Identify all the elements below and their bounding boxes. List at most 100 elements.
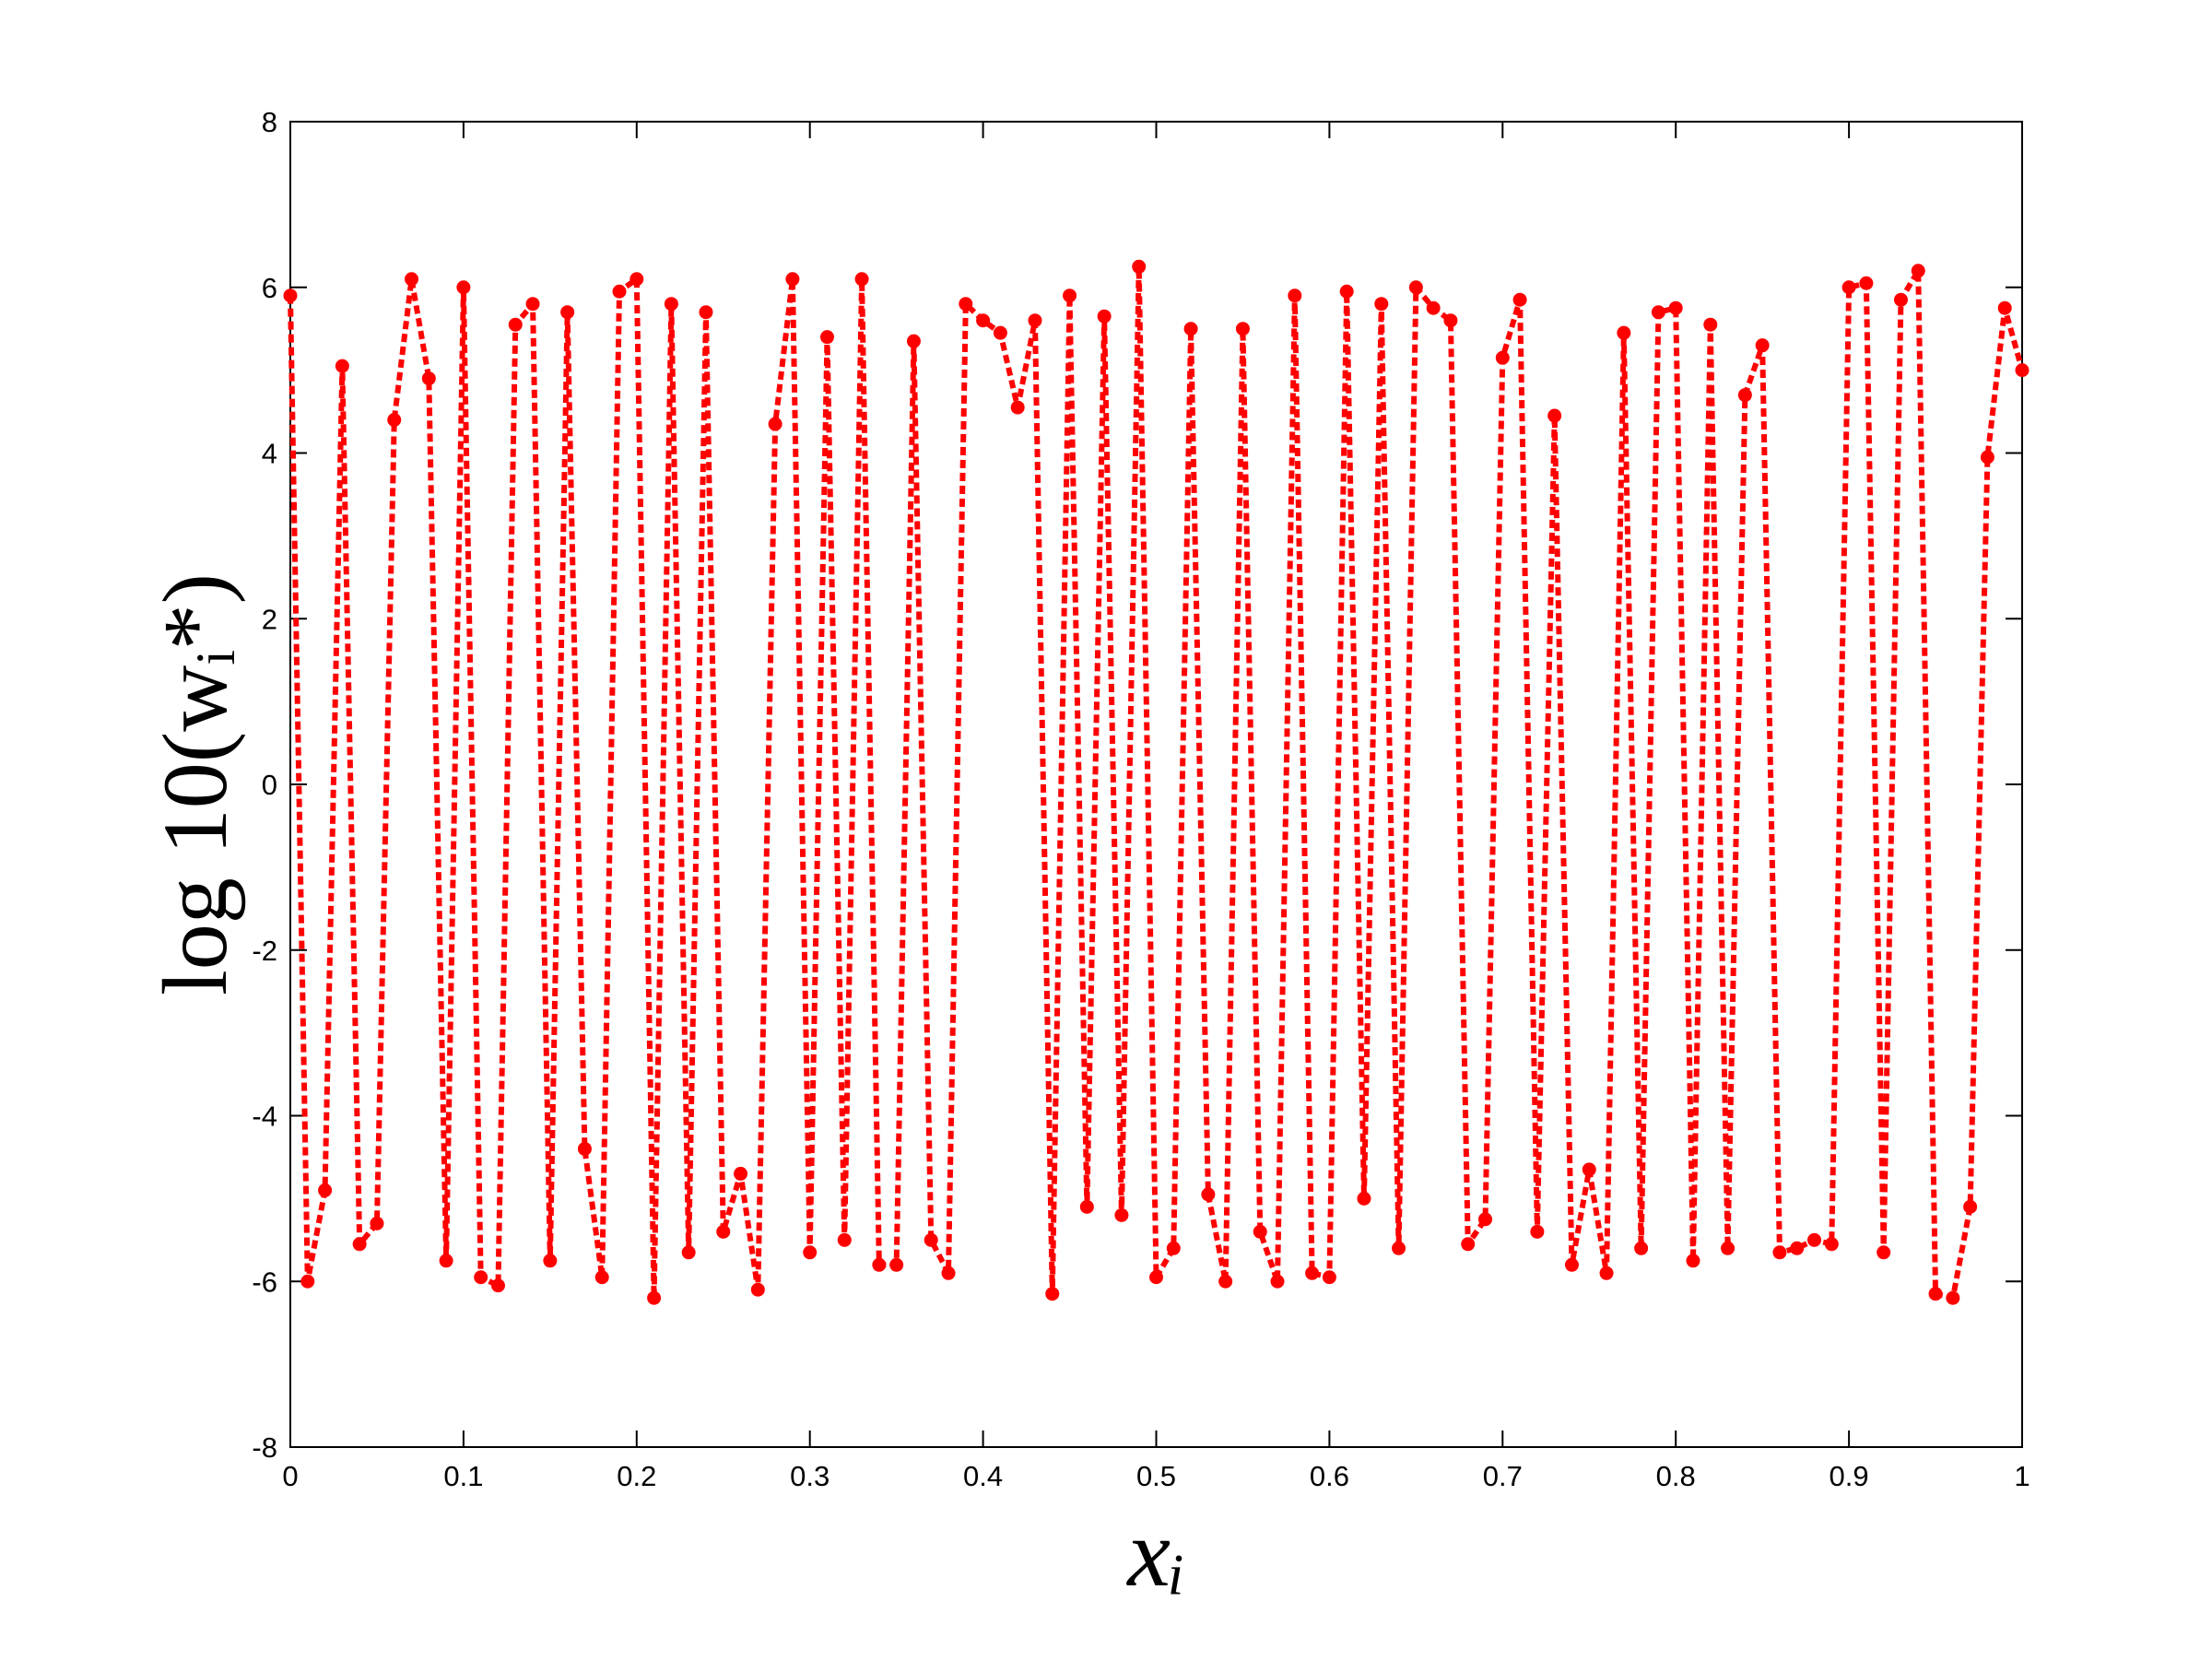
- data-point: [1392, 1241, 1406, 1255]
- y-axis-label: log 10(wᵢ*): [144, 573, 246, 995]
- data-point: [456, 280, 471, 295]
- data-point: [1288, 288, 1302, 303]
- data-point: [1166, 1241, 1181, 1255]
- data-point: [1305, 1266, 1320, 1280]
- data-point: [716, 1224, 731, 1239]
- data-point: [1132, 259, 1147, 274]
- data-point: [976, 313, 991, 328]
- data-point: [283, 288, 298, 303]
- data-point: [318, 1183, 333, 1197]
- data-point: [2015, 363, 2030, 378]
- data-point: [1772, 1245, 1787, 1260]
- data-point: [1357, 1191, 1371, 1206]
- data-point: [1997, 300, 2012, 315]
- data-point: [1703, 317, 1718, 332]
- data-point: [1408, 280, 1423, 295]
- data-point: [335, 359, 349, 373]
- data-point: [785, 272, 800, 287]
- data-point: [872, 1257, 887, 1272]
- data-point: [959, 297, 973, 312]
- data-point: [837, 1232, 852, 1247]
- data-point: [1495, 350, 1510, 365]
- x-tick-label: 0.9: [1830, 1460, 1869, 1492]
- y-tick-label: -4: [252, 1101, 277, 1133]
- data-point: [1582, 1162, 1596, 1177]
- data-point: [1859, 276, 1874, 290]
- data-point: [1028, 313, 1042, 328]
- x-tick-label: 0.4: [963, 1460, 1003, 1492]
- x-tick-label: 0.5: [1136, 1460, 1176, 1492]
- data-point: [1201, 1187, 1216, 1202]
- data-point: [1530, 1224, 1545, 1239]
- data-point: [1010, 400, 1025, 415]
- data-point: [1426, 300, 1441, 315]
- data-point: [439, 1254, 453, 1268]
- data-point: [1617, 325, 1631, 340]
- data-point: [1547, 408, 1562, 423]
- data-point: [906, 334, 921, 348]
- y-tick-label: 6: [262, 272, 277, 304]
- data-point: [1755, 338, 1770, 353]
- data-point: [750, 1282, 765, 1297]
- data-point: [1183, 322, 1198, 336]
- x-tick-label: 0.1: [443, 1460, 483, 1492]
- x-tick-label: 0.2: [617, 1460, 656, 1492]
- data-point: [1339, 284, 1354, 299]
- data-point: [1253, 1224, 1267, 1239]
- data-point: [819, 330, 834, 345]
- data-point: [1841, 280, 1856, 295]
- data-point: [1322, 1270, 1336, 1285]
- data-point: [525, 297, 540, 312]
- data-point: [1097, 309, 1112, 324]
- data-point: [734, 1166, 748, 1181]
- x-tick-label: 0: [282, 1460, 298, 1492]
- data-point: [490, 1278, 505, 1293]
- data-point: [941, 1266, 956, 1280]
- y-tick-label: -8: [252, 1431, 277, 1464]
- data-point: [924, 1232, 938, 1247]
- data-point: [993, 325, 1007, 340]
- data-point: [352, 1237, 367, 1252]
- data-point: [1374, 297, 1389, 312]
- x-tick-label: 0.7: [1483, 1460, 1523, 1492]
- data-point: [1721, 1241, 1735, 1255]
- data-point: [1963, 1199, 1978, 1214]
- y-tick-label: 8: [262, 106, 277, 138]
- data-point: [1980, 450, 1994, 465]
- data-point: [1807, 1232, 1822, 1247]
- data-point: [1079, 1199, 1094, 1214]
- data-point: [1564, 1257, 1579, 1272]
- data-point: [594, 1270, 609, 1285]
- data-point: [1461, 1237, 1476, 1252]
- data-point: [1599, 1266, 1614, 1280]
- data-point: [768, 417, 782, 431]
- data-point: [889, 1257, 904, 1272]
- data-point: [1235, 322, 1250, 336]
- data-point: [664, 297, 678, 312]
- data-point: [1634, 1241, 1649, 1255]
- data-point: [1893, 292, 1908, 307]
- data-point: [1149, 1270, 1163, 1285]
- data-point: [1824, 1237, 1839, 1252]
- x-axis-label: xᵢ: [1125, 1499, 1185, 1607]
- data-point: [1737, 388, 1752, 403]
- data-point: [508, 317, 523, 332]
- data-point: [474, 1270, 488, 1285]
- data-point: [629, 272, 644, 287]
- data-point: [387, 413, 402, 428]
- y-tick-label: -6: [252, 1266, 277, 1298]
- data-point: [405, 272, 419, 287]
- x-tick-label: 1: [2014, 1460, 2030, 1492]
- data-point: [1651, 305, 1665, 320]
- data-point: [647, 1290, 662, 1305]
- y-tick-label: -2: [252, 935, 277, 967]
- y-tick-label: 0: [262, 769, 277, 801]
- data-point: [300, 1274, 315, 1289]
- data-point: [854, 272, 869, 287]
- data-point: [1946, 1290, 1960, 1305]
- data-point: [1045, 1287, 1060, 1301]
- data-point: [577, 1141, 592, 1156]
- data-point: [1512, 292, 1527, 307]
